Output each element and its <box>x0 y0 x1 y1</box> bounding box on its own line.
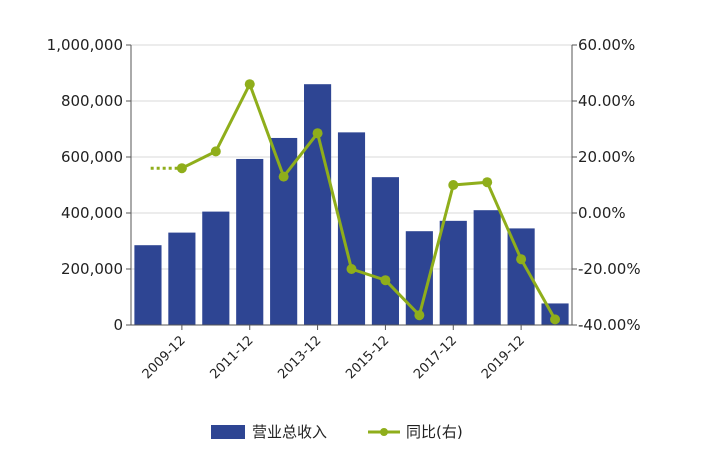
left-axis-tick-label: 800,000 <box>61 92 123 110</box>
right-axis-tick-label: 40.00% <box>578 92 635 110</box>
legend-swatch-revenue <box>211 425 245 439</box>
right-axis-tick-label: 20.00% <box>578 148 635 166</box>
left-axis-tick-label: 0 <box>113 316 123 334</box>
left-axis-tick-label: 600,000 <box>61 148 123 166</box>
legend-label-revenue: 营业总收入 <box>252 423 327 441</box>
bar <box>202 211 230 325</box>
yoy-point <box>482 177 493 188</box>
legend: 营业总收入 同比(右) <box>211 423 463 441</box>
yoy-point <box>210 146 221 157</box>
right-axis-tick-label: -40.00% <box>578 316 641 334</box>
yoy-point <box>312 128 323 139</box>
bar <box>304 84 332 325</box>
yoy-point <box>414 310 425 321</box>
x-axis-tick-label: 2009-12 <box>140 333 189 382</box>
right-axis-tick-label: 0.00% <box>578 204 626 222</box>
legend-swatch-yoy-dot <box>380 428 388 436</box>
bar <box>473 210 501 325</box>
bar <box>236 158 264 325</box>
x-axis-tick-label: 2013-12 <box>275 333 324 382</box>
x-axis-tick-label: 2017-12 <box>411 333 460 382</box>
bar <box>168 232 196 325</box>
right-axis-tick-label: -20.00% <box>578 260 641 278</box>
bar <box>270 137 298 325</box>
bar <box>371 177 399 325</box>
x-axis-tick-label: 2019-12 <box>479 333 528 382</box>
yoy-point <box>448 180 459 190</box>
x-axis-tick-labels: 2009-12 2011-12 2013-12 2015-12 2017-12 2019-… <box>140 325 528 382</box>
yoy-point <box>380 275 391 286</box>
left-axis-tick-labels: 0 200,000 400,000 600,000 800,000 1,000,000 <box>47 36 123 334</box>
x-axis-tick-label: 2015-12 <box>343 333 392 382</box>
left-axis-tick-label: 200,000 <box>61 260 123 278</box>
bar <box>134 245 162 325</box>
bar <box>439 220 467 325</box>
yoy-line <box>181 82 557 321</box>
yoy-point <box>346 264 357 274</box>
x-axis-tick-label: 2011-12 <box>208 333 257 382</box>
right-axis-tick-label: 60.00% <box>578 36 635 54</box>
left-axis-tick-label: 400,000 <box>61 204 123 222</box>
yoy-line-series <box>150 79 561 325</box>
axes <box>126 44 577 326</box>
yoy-point <box>516 254 527 265</box>
legend-label-yoy: 同比(右) <box>406 423 463 441</box>
yoy-point <box>176 163 187 174</box>
revenue-bars <box>134 84 569 325</box>
left-axis-tick-label: 1,000,000 <box>47 36 123 54</box>
yoy-point <box>278 171 289 182</box>
right-axis-tick-labels: -40.00% -20.00% 0.00% 20.00% 40.00% 60.00% <box>578 36 641 334</box>
yoy-point <box>550 314 561 325</box>
yoy-point <box>244 79 255 90</box>
